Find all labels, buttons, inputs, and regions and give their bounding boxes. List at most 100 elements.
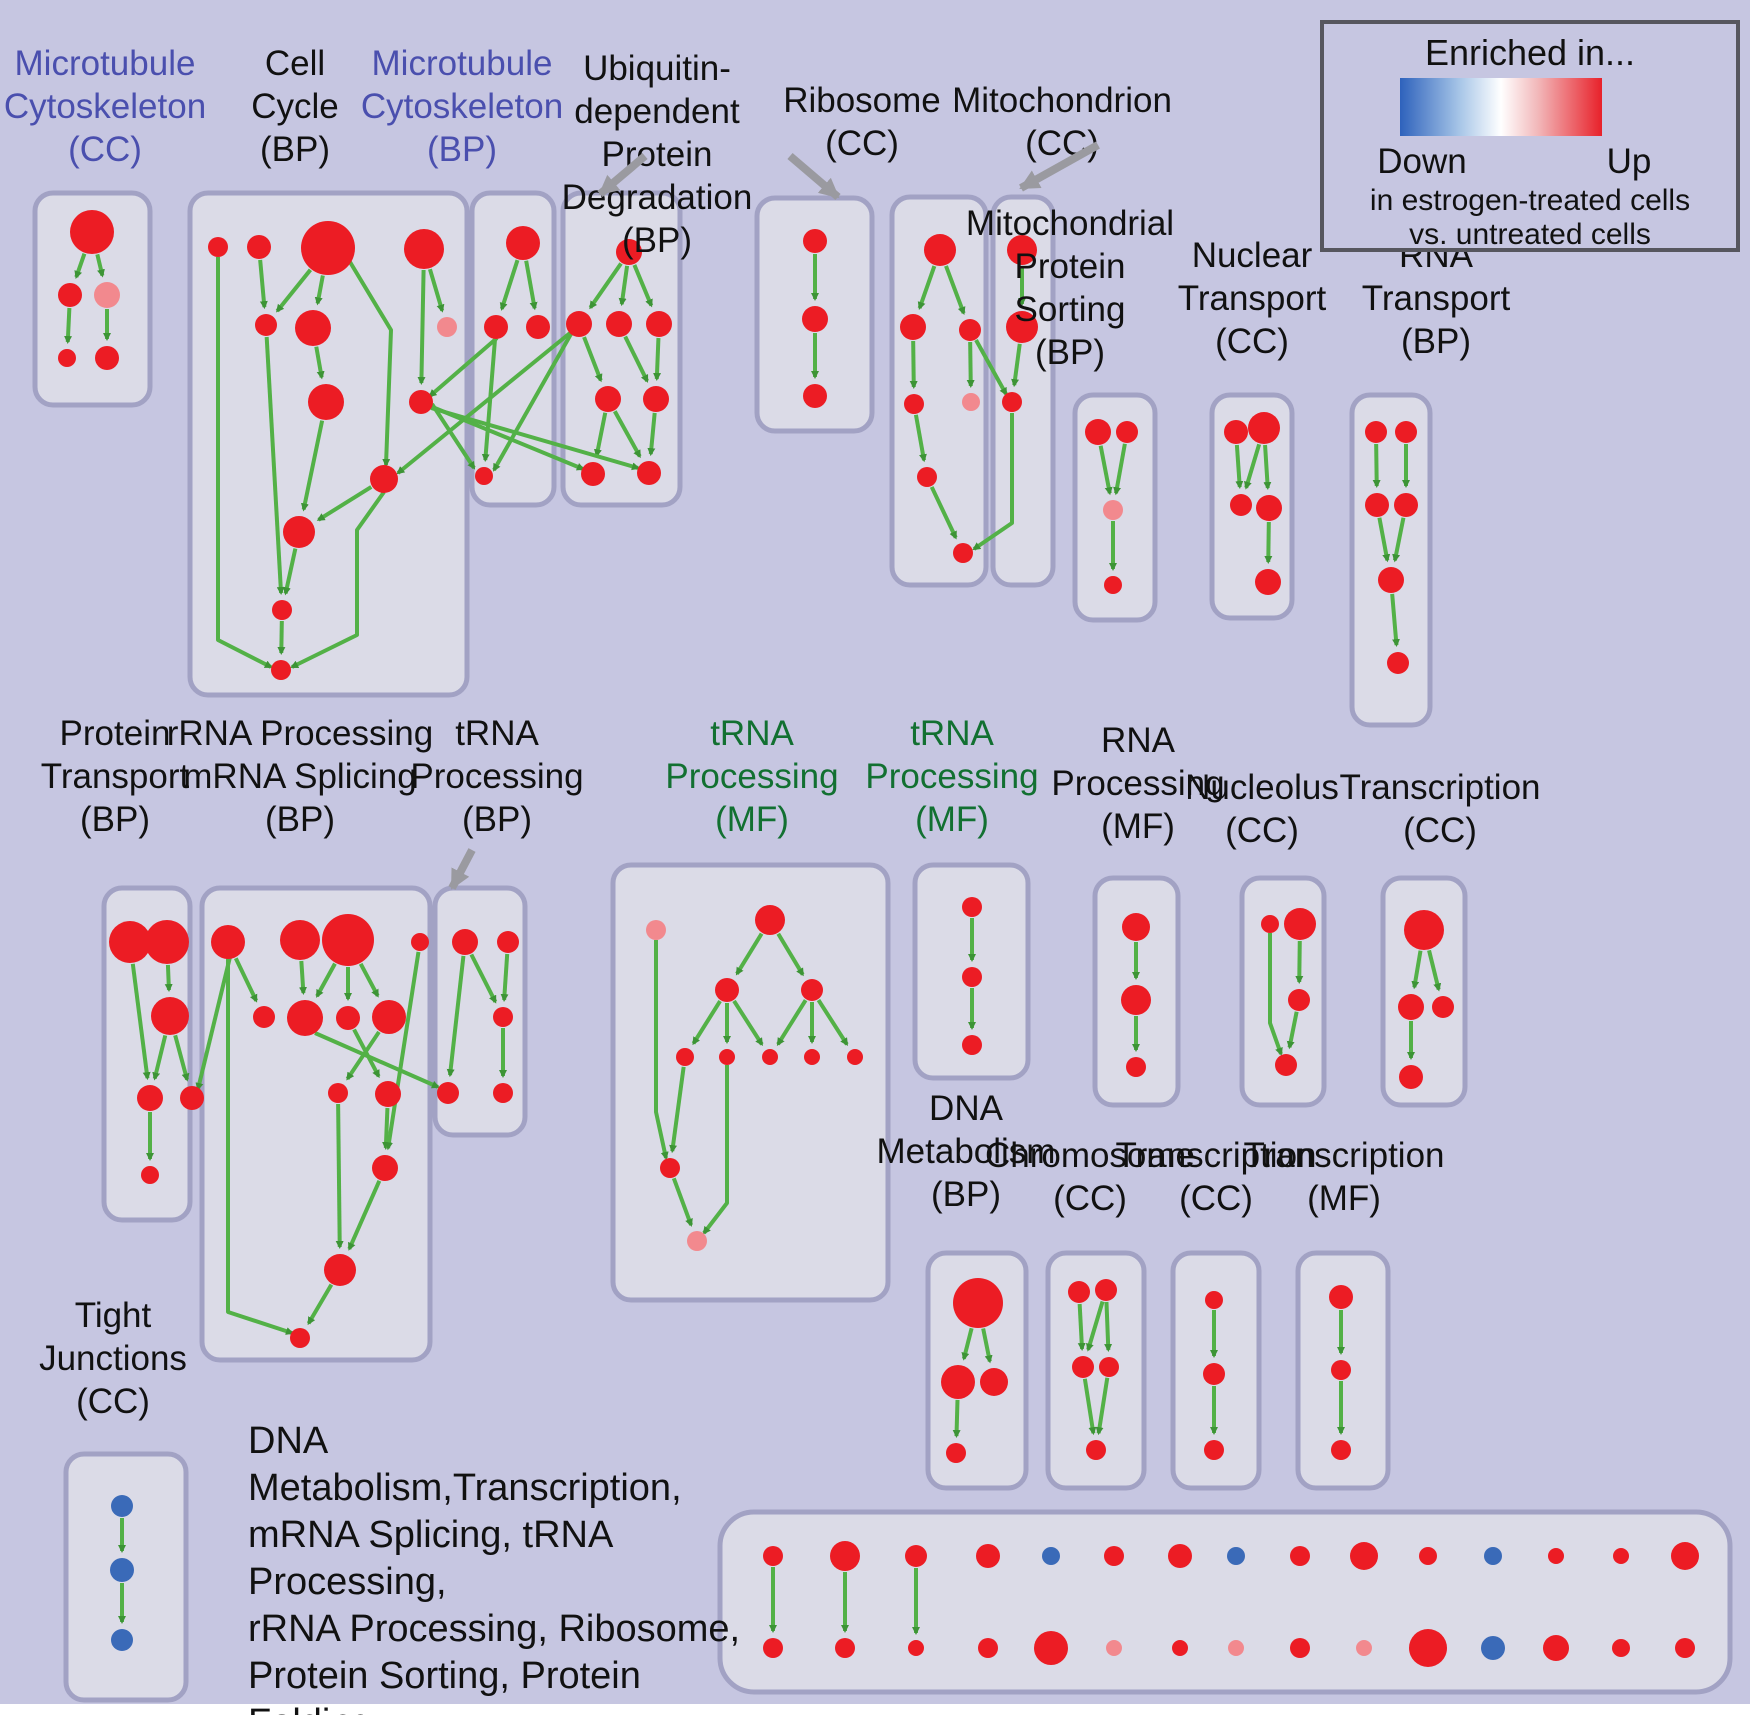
edge (816, 999, 849, 1047)
go-term-node (755, 905, 785, 935)
go-term-node (1331, 1440, 1351, 1460)
cluster-label-tight-junctions-cc: Tight Junctions (CC) (39, 1296, 187, 1421)
edge (776, 932, 805, 977)
cross-edge (428, 336, 499, 398)
edge (306, 1283, 334, 1326)
go-term-node (763, 1638, 783, 1658)
edge (653, 337, 662, 382)
edge (593, 412, 608, 458)
cluster-label-trna-processing-mf-2: tRNA Processing (MF) (865, 714, 1038, 839)
cluster-label-transcription-cc-upper: Transcription (CC) (1340, 768, 1541, 850)
go-term-node (962, 1035, 982, 1055)
cluster-label-rrna-processing-mrna-splicing-bp: rRNA Processing mRNA Splicing (BP) (167, 714, 433, 839)
go-term-node (1122, 913, 1150, 941)
edge (299, 960, 308, 996)
edge (1411, 950, 1423, 990)
go-term-node (804, 1049, 820, 1065)
go-term-node (566, 311, 592, 337)
go-term-node (1288, 989, 1310, 1011)
note-line: DNA Metabolism,Transcription, (248, 1420, 682, 1509)
go-term-node (308, 384, 344, 420)
edge (300, 420, 325, 512)
edge (952, 1399, 961, 1439)
go-term-node (1203, 1363, 1225, 1385)
edge (264, 336, 285, 596)
go-term-node (253, 1006, 275, 1028)
go-term-node (1002, 392, 1022, 412)
go-term-node (1613, 1548, 1629, 1564)
cluster-box-dna-metabolism-bp (925, 1250, 1029, 1491)
cluster-box-mitochondrion-cc (990, 194, 1056, 588)
edge (1077, 1303, 1086, 1352)
cluster-label-ribosome-cc: Ribosome (CC) (783, 81, 941, 163)
edge (1295, 940, 1304, 985)
go-term-node (1484, 1547, 1502, 1565)
edge (671, 1177, 693, 1227)
go-term-node (719, 1049, 735, 1065)
cluster-box-rna-transport-bp (1349, 392, 1433, 728)
edge (358, 962, 380, 998)
edge (499, 259, 520, 311)
go-term-node (437, 317, 457, 337)
edge (623, 335, 649, 383)
go-term-node (1481, 1636, 1505, 1660)
edge (917, 265, 937, 311)
cluster-box-trna-processing-mf-1 (610, 862, 891, 1303)
go-term-node (715, 978, 739, 1002)
edge (258, 259, 268, 310)
go-term-node (141, 1166, 159, 1184)
cluster-label-trna-processing-mf-1: tRNA Processing (MF) (665, 714, 838, 839)
go-term-node (830, 1541, 860, 1571)
cluster-label-nucleolus-cc: Nucleolus (CC) (1185, 768, 1339, 850)
edge (647, 412, 657, 457)
go-term-node (847, 1049, 863, 1065)
go-term-node (1394, 493, 1418, 517)
cross-edge (654, 940, 669, 1160)
go-term-node (94, 282, 120, 308)
edge (314, 275, 325, 306)
go-term-node (1290, 1638, 1310, 1658)
edge (1372, 443, 1381, 489)
edge (1104, 1301, 1113, 1353)
go-term-node (959, 319, 981, 341)
go-term-node (1256, 495, 1282, 521)
cluster-label-mitochondrial-protein-sorting-bp: Mitochondrial Protein Sorting (BP) (966, 204, 1174, 372)
go-term-node (1121, 985, 1151, 1015)
edge (1427, 949, 1442, 992)
legend-up-label: Up (1606, 142, 1652, 181)
cross-edge (396, 331, 572, 475)
label-pointer-arrow-to-trna-processing-bp-box (448, 848, 476, 890)
legend: Enriched in... Down Up in estrogen-treat… (1320, 20, 1740, 252)
edge (966, 341, 975, 389)
go-term-node (1224, 420, 1248, 444)
go-term-node (180, 1086, 204, 1110)
go-term-node (905, 1545, 927, 1567)
legend-subtitle-line1: in estrogen-treated cells (1369, 184, 1691, 217)
go-term-node (904, 394, 924, 414)
go-term-node (917, 467, 937, 487)
cross-edge (430, 402, 476, 470)
cross-edge (972, 413, 1014, 551)
cross-edge (492, 333, 573, 472)
go-term-node (375, 1081, 401, 1107)
edge (164, 964, 173, 993)
go-term-node (1387, 652, 1409, 674)
go-term-node (908, 1640, 924, 1656)
edge (524, 260, 538, 311)
go-term-node (1432, 996, 1454, 1018)
cluster-label-nuclear-transport-cc: Nuclear Transport (CC) (1178, 236, 1327, 361)
cluster-box-miscellaneous-terms-strip (717, 1509, 1733, 1695)
edge (1082, 1378, 1097, 1436)
edge (315, 962, 337, 998)
go-term-node (762, 1049, 778, 1065)
go-term-node (211, 925, 245, 959)
go-term-node (280, 920, 320, 960)
go-term-node (1365, 421, 1387, 443)
go-term-node (372, 1155, 398, 1181)
cluster-label-ubiquitin-dependent-protein-degradation-bp: Ubiquitin-dependent Protein Degradation (BP… (562, 49, 753, 260)
go-term-node (287, 1000, 323, 1036)
go-term-node (1261, 915, 1279, 933)
go-term-node (687, 1231, 707, 1251)
edge (613, 410, 642, 459)
edge (130, 963, 151, 1081)
